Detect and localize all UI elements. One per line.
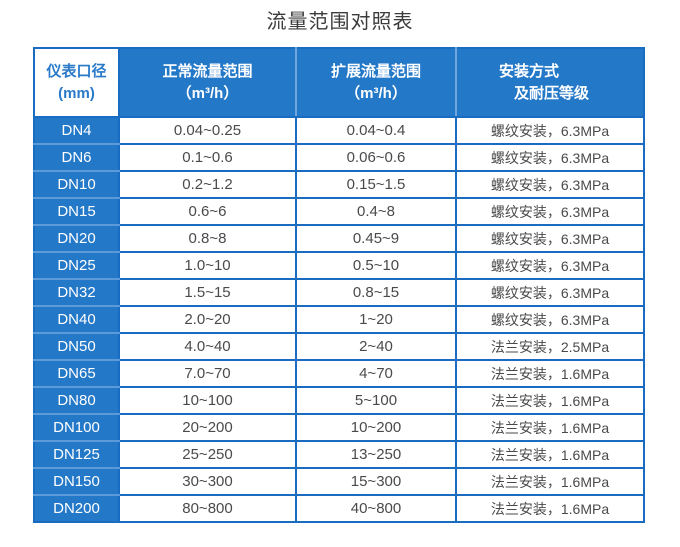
normal-flow-cell: 25~250 bbox=[118, 440, 297, 469]
diameter-cell: DN32 bbox=[33, 278, 120, 307]
table-row: DN6 0.1~0.6 0.06~0.6 螺纹安装，6.3MPa bbox=[33, 143, 645, 172]
extended-flow-cell: 2~40 bbox=[295, 332, 457, 361]
header-installation-line1: 安装方式 bbox=[499, 62, 560, 80]
header-normal-flow: 正常流量范围 （m³/h） bbox=[118, 47, 297, 118]
header-normal-flow-line2: （m³/h） bbox=[176, 84, 239, 102]
table-row: DN50 4.0~40 2~40 法兰安装，2.5MPa bbox=[33, 332, 645, 361]
table-row: DN4 0.04~0.25 0.04~0.4 螺纹安装，6.3MPa bbox=[33, 116, 645, 145]
extended-flow-cell: 0.04~0.4 bbox=[295, 116, 457, 145]
extended-flow-cell: 0.5~10 bbox=[295, 251, 457, 280]
installation-cell: 法兰安装，1.6MPa bbox=[455, 440, 645, 469]
diameter-cell: DN15 bbox=[33, 197, 120, 226]
extended-flow-cell: 0.45~9 bbox=[295, 224, 457, 253]
header-normal-flow-line1: 正常流量范围 bbox=[162, 62, 253, 80]
diameter-cell: DN80 bbox=[33, 386, 120, 415]
table-row: DN40 2.0~20 1~20 螺纹安装，6.3MPa bbox=[33, 305, 645, 334]
extended-flow-cell: 13~250 bbox=[295, 440, 457, 469]
installation-cell: 螺纹安装，6.3MPa bbox=[455, 278, 645, 307]
normal-flow-cell: 1.5~15 bbox=[118, 278, 297, 307]
installation-cell: 螺纹安装，6.3MPa bbox=[455, 251, 645, 280]
normal-flow-cell: 7.0~70 bbox=[118, 359, 297, 388]
diameter-cell: DN125 bbox=[33, 440, 120, 469]
header-diameter-line1: 仪表口径 bbox=[46, 62, 107, 80]
extended-flow-cell: 5~100 bbox=[295, 386, 457, 415]
diameter-cell: DN4 bbox=[33, 116, 120, 145]
extended-flow-cell: 15~300 bbox=[295, 467, 457, 496]
header-diameter-line2: (mm) bbox=[58, 84, 95, 102]
diameter-cell: DN40 bbox=[33, 305, 120, 334]
installation-cell: 法兰安装，1.6MPa bbox=[455, 413, 645, 442]
installation-cell: 法兰安装，2.5MPa bbox=[455, 332, 645, 361]
table-row: DN150 30~300 15~300 法兰安装，1.6MPa bbox=[33, 467, 645, 496]
installation-cell: 法兰安装，1.6MPa bbox=[455, 467, 645, 496]
header-extended-flow-line1: 扩展流量范围 bbox=[330, 62, 421, 80]
installation-cell: 法兰安装，1.6MPa bbox=[455, 386, 645, 415]
table-body: DN4 0.04~0.25 0.04~0.4 螺纹安装，6.3MPa DN6 0.1~0.… bbox=[33, 116, 645, 523]
extended-flow-cell: 1~20 bbox=[295, 305, 457, 334]
installation-cell: 螺纹安装，6.3MPa bbox=[455, 143, 645, 172]
flow-range-table: 仪表口径 (mm) 正常流量范围 （m³/h） 扩展流量范围 （m³/h） 安装… bbox=[33, 47, 645, 523]
extended-flow-cell: 0.8~15 bbox=[295, 278, 457, 307]
table-row: DN200 80~800 40~800 法兰安装，1.6MPa bbox=[33, 494, 645, 523]
header-extended-flow: 扩展流量范围 （m³/h） bbox=[295, 47, 457, 118]
header-diameter: 仪表口径 (mm) bbox=[33, 47, 120, 118]
normal-flow-cell: 0.1~0.6 bbox=[118, 143, 297, 172]
extended-flow-cell: 4~70 bbox=[295, 359, 457, 388]
table-row: DN25 1.0~10 0.5~10 螺纹安装，6.3MPa bbox=[33, 251, 645, 280]
diameter-cell: DN25 bbox=[33, 251, 120, 280]
normal-flow-cell: 30~300 bbox=[118, 467, 297, 496]
normal-flow-cell: 20~200 bbox=[118, 413, 297, 442]
header-extended-flow-line2: （m³/h） bbox=[345, 84, 407, 102]
page-title: 流量范围对照表 bbox=[266, 11, 414, 33]
diameter-cell: DN10 bbox=[33, 170, 120, 199]
normal-flow-cell: 10~100 bbox=[118, 386, 297, 415]
normal-flow-cell: 2.0~20 bbox=[118, 305, 297, 334]
table-row: DN80 10~100 5~100 法兰安装，1.6MPa bbox=[33, 386, 645, 415]
extended-flow-cell: 0.15~1.5 bbox=[295, 170, 457, 199]
table-row: DN15 0.6~6 0.4~8 螺纹安装，6.3MPa bbox=[33, 197, 645, 226]
extended-flow-cell: 0.06~0.6 bbox=[295, 143, 457, 172]
diameter-cell: DN150 bbox=[33, 467, 120, 496]
table-row: DN125 25~250 13~250 法兰安装，1.6MPa bbox=[33, 440, 645, 469]
normal-flow-cell: 0.8~8 bbox=[118, 224, 297, 253]
installation-cell: 法兰安装，1.6MPa bbox=[455, 494, 645, 523]
table-row: DN100 20~200 10~200 法兰安装，1.6MPa bbox=[33, 413, 645, 442]
normal-flow-cell: 0.6~6 bbox=[118, 197, 297, 226]
table-row: DN65 7.0~70 4~70 法兰安装，1.6MPa bbox=[33, 359, 645, 388]
installation-cell: 螺纹安装，6.3MPa bbox=[455, 224, 645, 253]
normal-flow-cell: 0.2~1.2 bbox=[118, 170, 297, 199]
diameter-cell: DN100 bbox=[33, 413, 120, 442]
diameter-cell: DN6 bbox=[33, 143, 120, 172]
installation-cell: 螺纹安装，6.3MPa bbox=[455, 305, 645, 334]
header-row: 仪表口径 (mm) 正常流量范围 （m³/h） 扩展流量范围 （m³/h） 安装… bbox=[33, 47, 645, 118]
extended-flow-cell: 40~800 bbox=[295, 494, 457, 523]
diameter-cell: DN65 bbox=[33, 359, 120, 388]
table-row: DN20 0.8~8 0.45~9 螺纹安装，6.3MPa bbox=[33, 224, 645, 253]
normal-flow-cell: 80~800 bbox=[118, 494, 297, 523]
normal-flow-cell: 4.0~40 bbox=[118, 332, 297, 361]
header-installation-line2: 及耐压等级 bbox=[514, 84, 590, 102]
diameter-cell: DN50 bbox=[33, 332, 120, 361]
diameter-cell: DN200 bbox=[33, 494, 120, 523]
installation-cell: 螺纹安装，6.3MPa bbox=[455, 116, 645, 145]
normal-flow-cell: 0.04~0.25 bbox=[118, 116, 297, 145]
diameter-cell: DN20 bbox=[33, 224, 120, 253]
extended-flow-cell: 10~200 bbox=[295, 413, 457, 442]
normal-flow-cell: 1.0~10 bbox=[118, 251, 297, 280]
installation-cell: 法兰安装，1.6MPa bbox=[455, 359, 645, 388]
table-row: DN10 0.2~1.2 0.15~1.5 螺纹安装，6.3MPa bbox=[33, 170, 645, 199]
installation-cell: 螺纹安装，6.3MPa bbox=[455, 197, 645, 226]
header-installation: 安装方式 及耐压等级 bbox=[455, 47, 645, 118]
installation-cell: 螺纹安装，6.3MPa bbox=[455, 170, 645, 199]
table-row: DN32 1.5~15 0.8~15 螺纹安装，6.3MPa bbox=[33, 278, 645, 307]
extended-flow-cell: 0.4~8 bbox=[295, 197, 457, 226]
